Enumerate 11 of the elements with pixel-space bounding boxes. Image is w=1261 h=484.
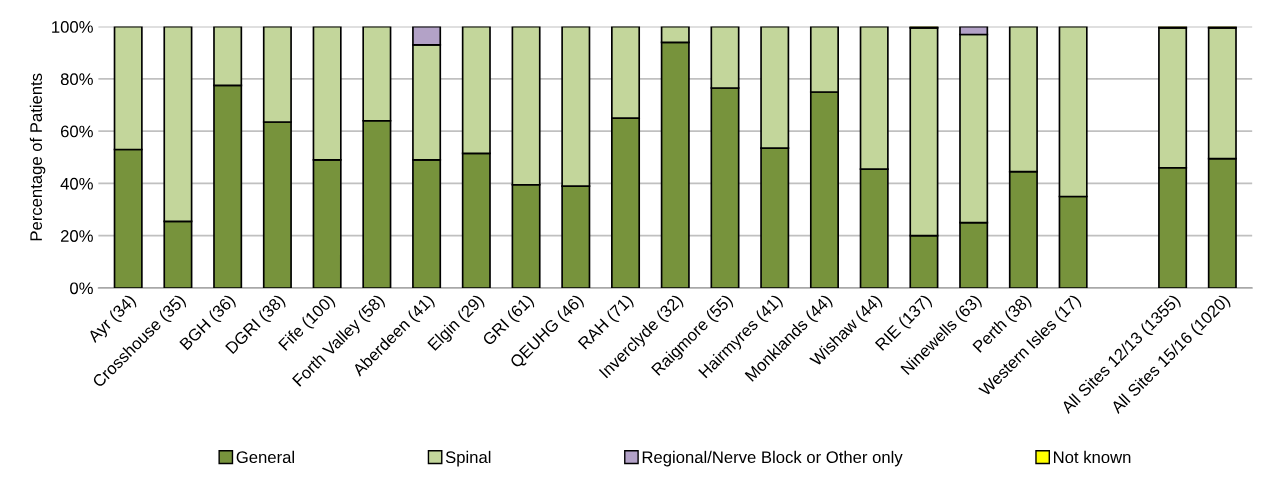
y-tick-label: 60%	[60, 125, 93, 138]
legend-label: Regional/Nerve Block or Other only	[642, 450, 903, 467]
y-tick-label: 0%	[70, 282, 93, 295]
y-axis-title: Percentage of Patients	[29, 73, 46, 241]
y-tick-label: 100%	[52, 21, 93, 33]
y-tick-label: 20%	[60, 230, 93, 242]
y-tick-label: 40%	[60, 177, 93, 190]
y-tick-label: 80%	[60, 73, 93, 86]
legend-label: General	[236, 450, 294, 464]
legend-label: Spinal	[445, 450, 491, 467]
legend-label: Not known	[1054, 450, 1131, 464]
